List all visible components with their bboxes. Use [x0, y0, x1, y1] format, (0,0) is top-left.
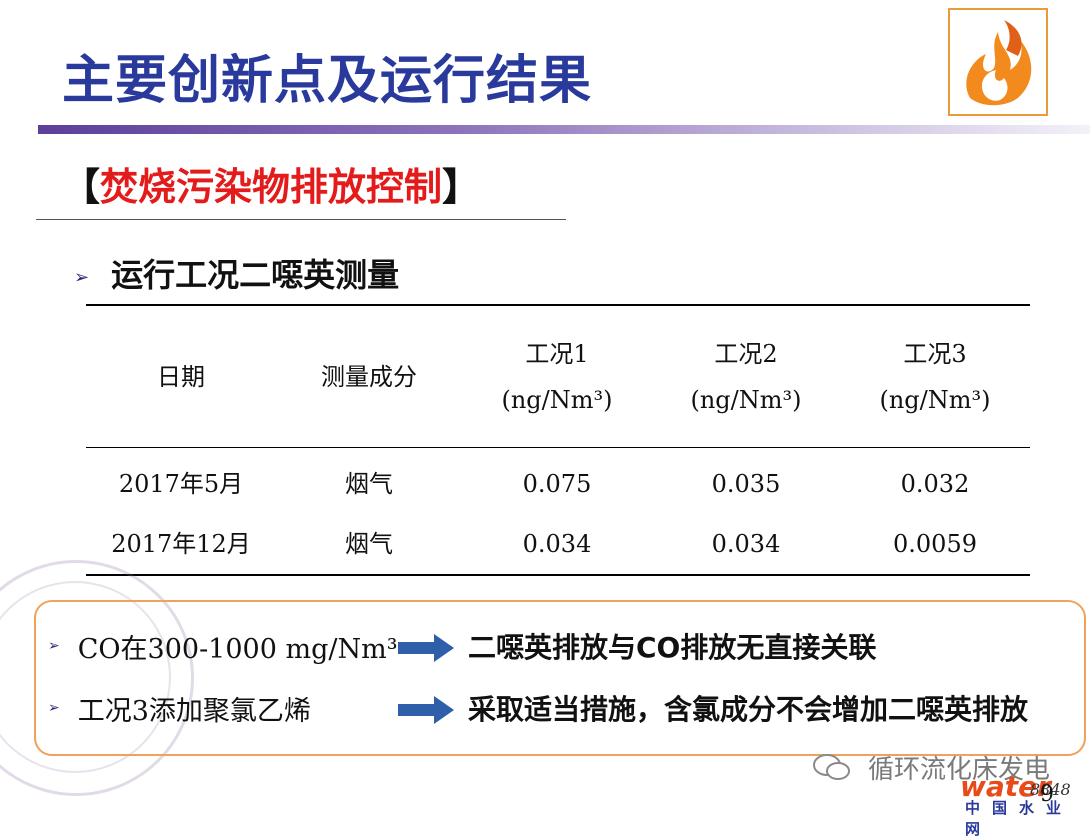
brand-logo: water — [960, 770, 1051, 803]
section-underline — [36, 219, 566, 220]
bullet-arrow-icon: ➢ — [48, 638, 60, 654]
section-title: 【焚烧污染物排放控制】 — [62, 156, 480, 211]
conclusion-result: 二噁英排放与CO排放无直接关联 — [468, 631, 877, 664]
table-row: 2017年12月 烟气 0.034 0.034 0.0059 — [86, 514, 1030, 574]
slide-title: 主要创新点及运行结果 — [62, 51, 593, 111]
watermark-text: 循环流化床发电 — [868, 755, 1051, 785]
section-title-text: 焚烧污染物排放控制 — [100, 165, 443, 209]
value-cell: 0.0059 — [893, 530, 977, 558]
header-cell: 日期 — [157, 362, 205, 391]
value-cell: 0.034 — [711, 530, 781, 558]
table-header-row: 日期 测量成分 工况1 (ng/Nm³) 工况2 (ng/Nm³) 工况3 (ng/N… — [86, 306, 1030, 448]
bullet-arrow-icon: ➢ — [74, 266, 90, 288]
component-cell: 烟气 — [345, 470, 393, 498]
page-number: 9 — [1040, 782, 1054, 807]
right-arrow-icon — [398, 634, 454, 662]
subheading: ➢ 运行工况二噁英测量 — [74, 250, 399, 296]
conclusion-row: ➢ 工况3添加聚氯乙烯 — [48, 686, 311, 730]
right-arrow-icon — [398, 696, 454, 724]
conclusion-condition: CO在300-1000 mg/Nm³ — [77, 633, 398, 665]
flame-logo — [948, 8, 1048, 116]
header-cell: 工况2 (ng/Nm³) — [690, 339, 802, 414]
value-cell: 0.032 — [900, 470, 970, 498]
value-cell: 0.034 — [522, 530, 592, 558]
dioxin-table: 日期 测量成分 工况1 (ng/Nm³) 工况2 (ng/Nm³) 工况3 (ng/N… — [86, 304, 1030, 576]
value-cell: 0.075 — [522, 470, 592, 498]
header-cell: 测量成分 — [321, 362, 417, 391]
conclusion-condition: 工况3添加聚氯乙烯 — [77, 695, 311, 727]
bullet-arrow-icon: ➢ — [48, 700, 60, 716]
conclusion-row: ➢ CO在300-1000 mg/Nm³ — [48, 624, 398, 668]
wechat-icon — [813, 754, 850, 780]
section-bracket-open: 【 — [62, 165, 101, 209]
header-cell: 工况1 (ng/Nm³) — [501, 339, 613, 414]
brand-number: 8848 — [1030, 780, 1071, 799]
title-underline — [38, 125, 1090, 134]
subheading-text: 运行工况二噁英测量 — [111, 256, 400, 294]
date-cell: 2017年5月 — [118, 470, 244, 498]
table-row: 2017年5月 烟气 0.075 0.035 0.032 — [86, 454, 1030, 514]
value-cell: 0.035 — [711, 470, 781, 498]
date-cell: 2017年12月 — [111, 530, 251, 558]
component-cell: 烟气 — [345, 530, 393, 558]
brand-subtitle: 中国水业网 — [965, 799, 1074, 838]
section-bracket-close: 】 — [442, 165, 481, 209]
header-cell: 工况3 (ng/Nm³) — [879, 339, 991, 414]
conclusion-result: 采取适当措施，含氯成分不会增加二噁英排放 — [468, 693, 1029, 726]
conclusion-box: ➢ CO在300-1000 mg/Nm³ 二噁英排放与CO排放无直接关联 ➢ 工… — [34, 600, 1086, 756]
